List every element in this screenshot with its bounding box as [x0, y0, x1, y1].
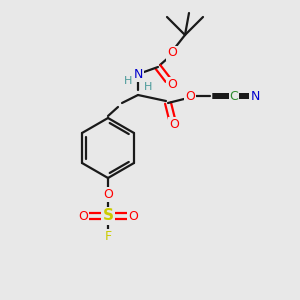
Text: C: C [230, 89, 238, 103]
Text: F: F [104, 230, 112, 242]
Text: O: O [169, 118, 179, 130]
Text: H: H [144, 82, 152, 92]
Text: O: O [185, 89, 195, 103]
Text: O: O [167, 77, 177, 91]
Text: S: S [103, 208, 113, 224]
Text: O: O [128, 209, 138, 223]
Text: H: H [124, 76, 132, 86]
Text: O: O [167, 46, 177, 59]
Text: O: O [78, 209, 88, 223]
Text: O: O [103, 188, 113, 200]
Text: N: N [250, 89, 260, 103]
Text: N: N [133, 68, 143, 80]
